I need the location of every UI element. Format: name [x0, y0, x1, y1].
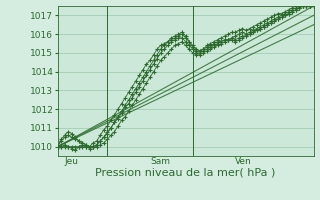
Text: Sam: Sam	[150, 158, 170, 166]
Text: Ven: Ven	[236, 158, 252, 166]
X-axis label: Pression niveau de la mer( hPa ): Pression niveau de la mer( hPa )	[95, 167, 276, 177]
Text: Jeu: Jeu	[65, 158, 79, 166]
